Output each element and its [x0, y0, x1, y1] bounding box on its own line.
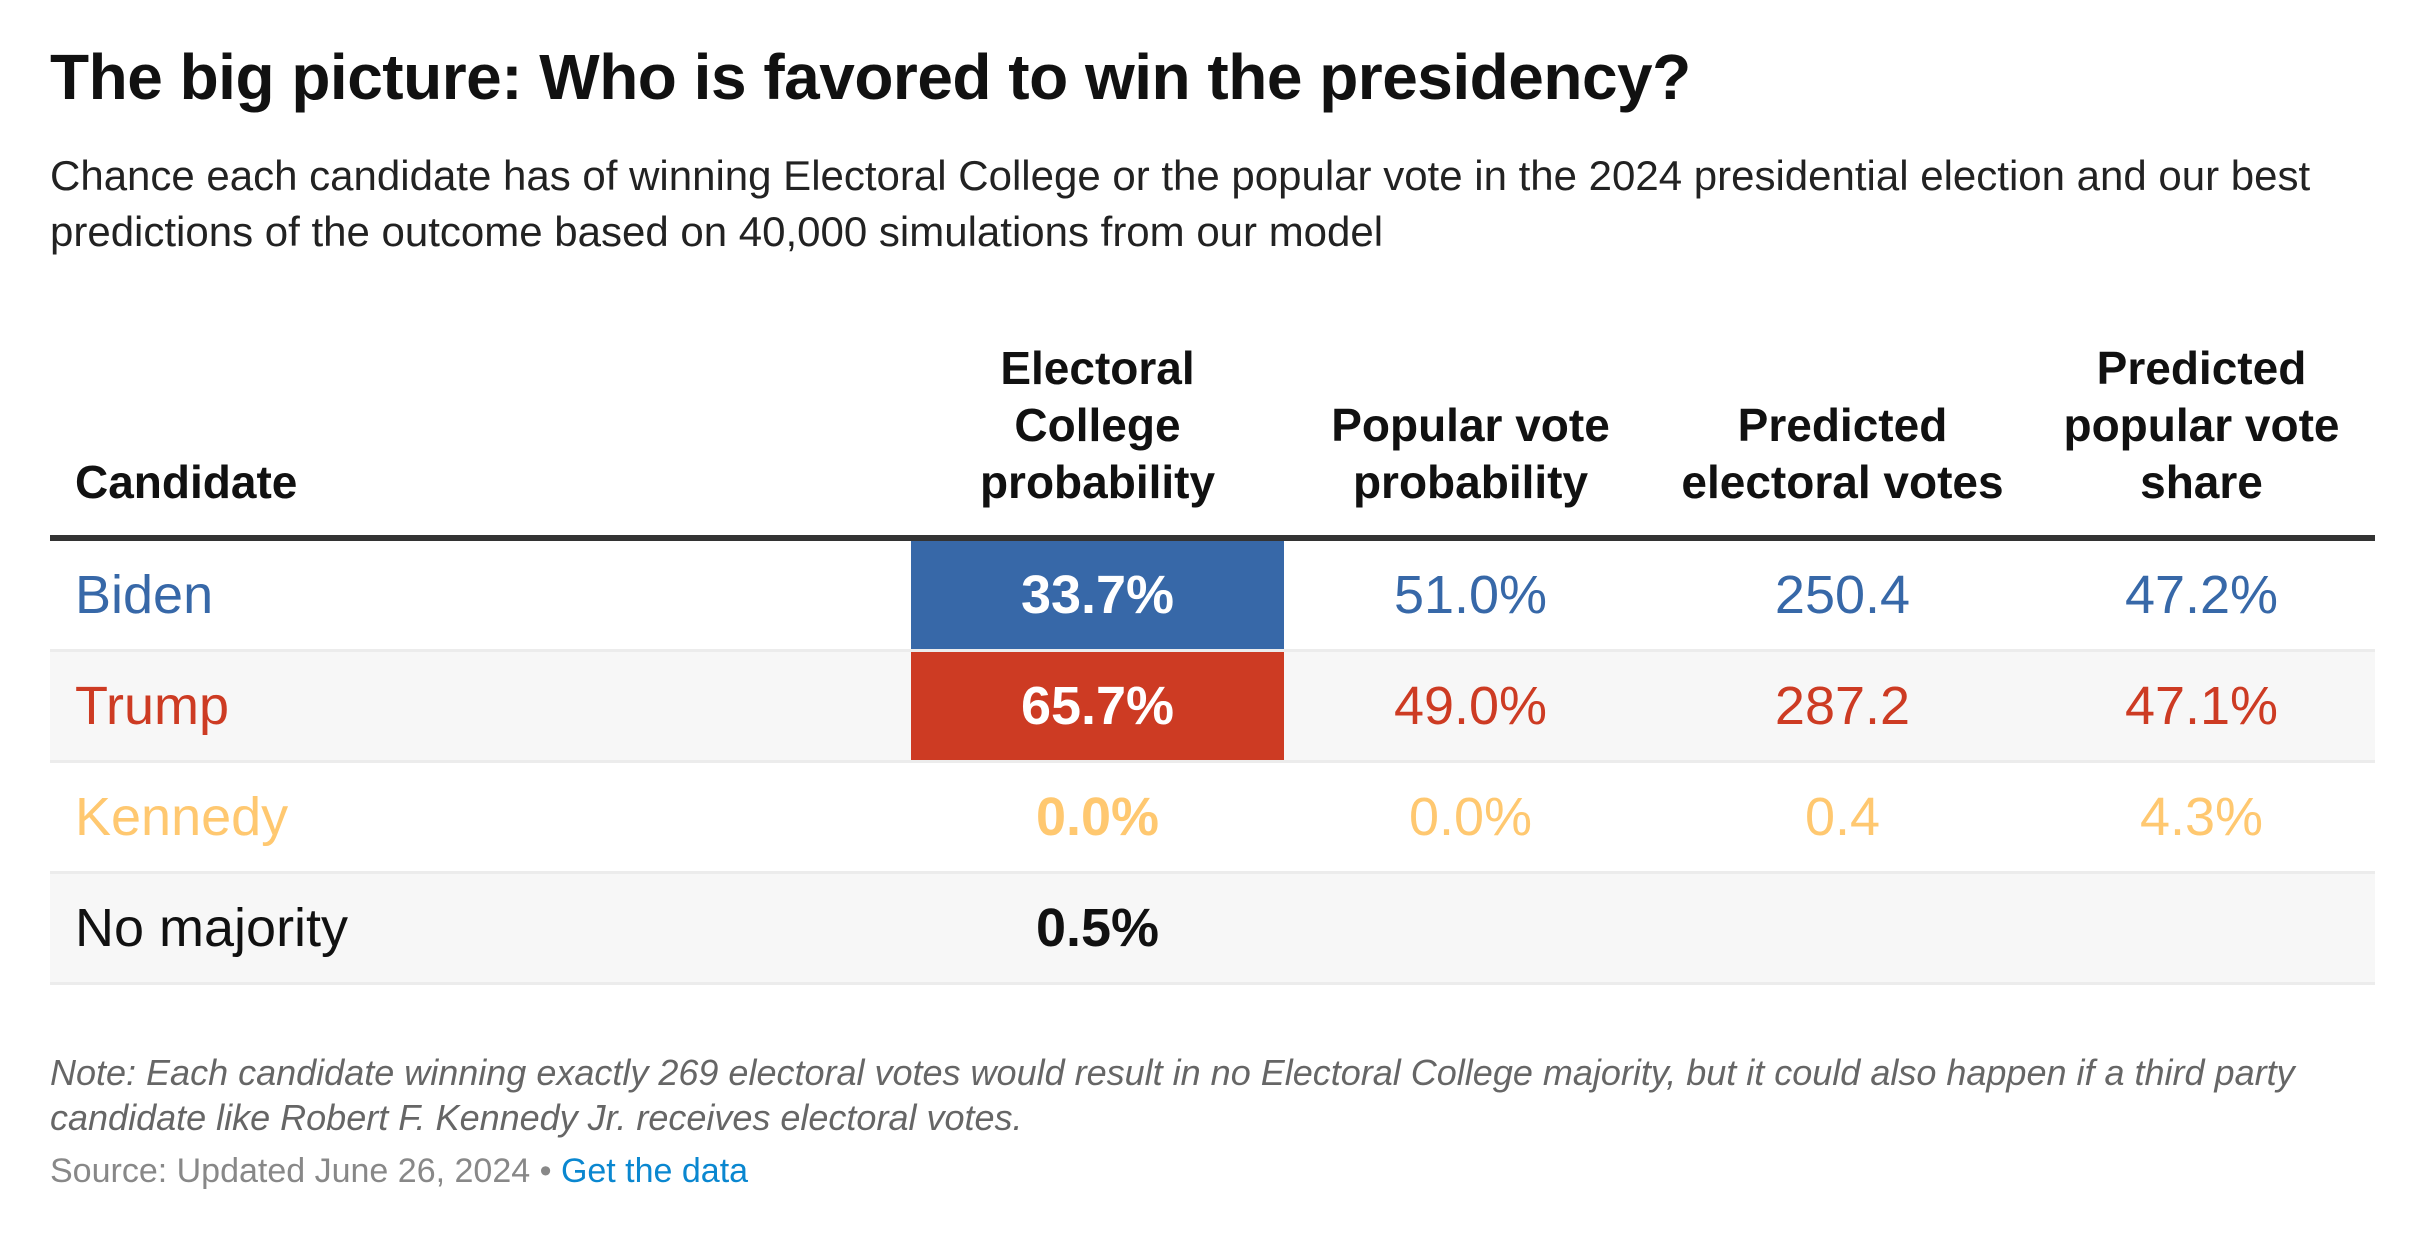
forecast-table: Candidate Electoral College probability … — [50, 340, 2375, 985]
predicted-share-cell — [2028, 872, 2375, 985]
get-data-link[interactable]: Get the data — [560, 1152, 749, 1190]
header-predicted-share: Predicted popular vote share — [2028, 340, 2375, 541]
header-ec-probability: Electoral College probability — [911, 340, 1284, 541]
popular-probability-cell: 0.0% — [1284, 761, 1657, 874]
predicted-ev-cell — [1657, 872, 2028, 985]
candidate-name-cell: Biden — [50, 538, 911, 652]
source-text: Source: Updated June 26, 2024 — [50, 1152, 531, 1190]
candidate-name-cell: No majority — [50, 872, 911, 985]
table-row: Kennedy 0.0% 0.0% 0.4 4.3% — [50, 761, 2375, 874]
candidate-name-cell: Kennedy — [50, 761, 911, 874]
predicted-ev-cell: 250.4 — [1657, 538, 2028, 652]
popular-probability-cell: 51.0% — [1284, 538, 1657, 652]
popular-probability-cell — [1284, 872, 1657, 985]
ec-probability-cell: 65.7% — [911, 650, 1284, 763]
header-predicted-ev: Predicted electoral votes — [1657, 340, 2028, 541]
predicted-ev-cell: 287.2 — [1657, 650, 2028, 763]
candidate-name-cell: Trump — [50, 650, 911, 763]
predicted-share-cell: 47.2% — [2028, 538, 2375, 652]
separator: • — [530, 1152, 561, 1190]
header-candidate: Candidate — [50, 340, 911, 541]
source-line: Source: Updated June 26, 2024 • Get the … — [50, 1152, 748, 1191]
footnote: Note: Each candidate winning exactly 269… — [50, 1052, 2295, 1138]
ec-probability-cell: 33.7% — [911, 538, 1284, 652]
table-row: Biden 33.7% 51.0% 250.4 47.2% — [50, 538, 2375, 652]
chart-title: The big picture: Who is favored to win t… — [50, 41, 1691, 113]
table-row: Trump 65.7% 49.0% 287.2 47.1% — [50, 650, 2375, 763]
ec-probability-cell: 0.5% — [911, 872, 1284, 985]
chart-subtitle: Chance each candidate has of winning Ele… — [50, 152, 2311, 255]
header-popular-probability: Popular vote probability — [1284, 340, 1657, 541]
table-row: No majority 0.5% — [50, 872, 2375, 985]
ec-probability-cell: 0.0% — [911, 761, 1284, 874]
predicted-share-cell: 47.1% — [2028, 650, 2375, 763]
header-row: Candidate Electoral College probability … — [50, 340, 2375, 541]
popular-probability-cell: 49.0% — [1284, 650, 1657, 763]
predicted-share-cell: 4.3% — [2028, 761, 2375, 874]
predicted-ev-cell: 0.4 — [1657, 761, 2028, 874]
